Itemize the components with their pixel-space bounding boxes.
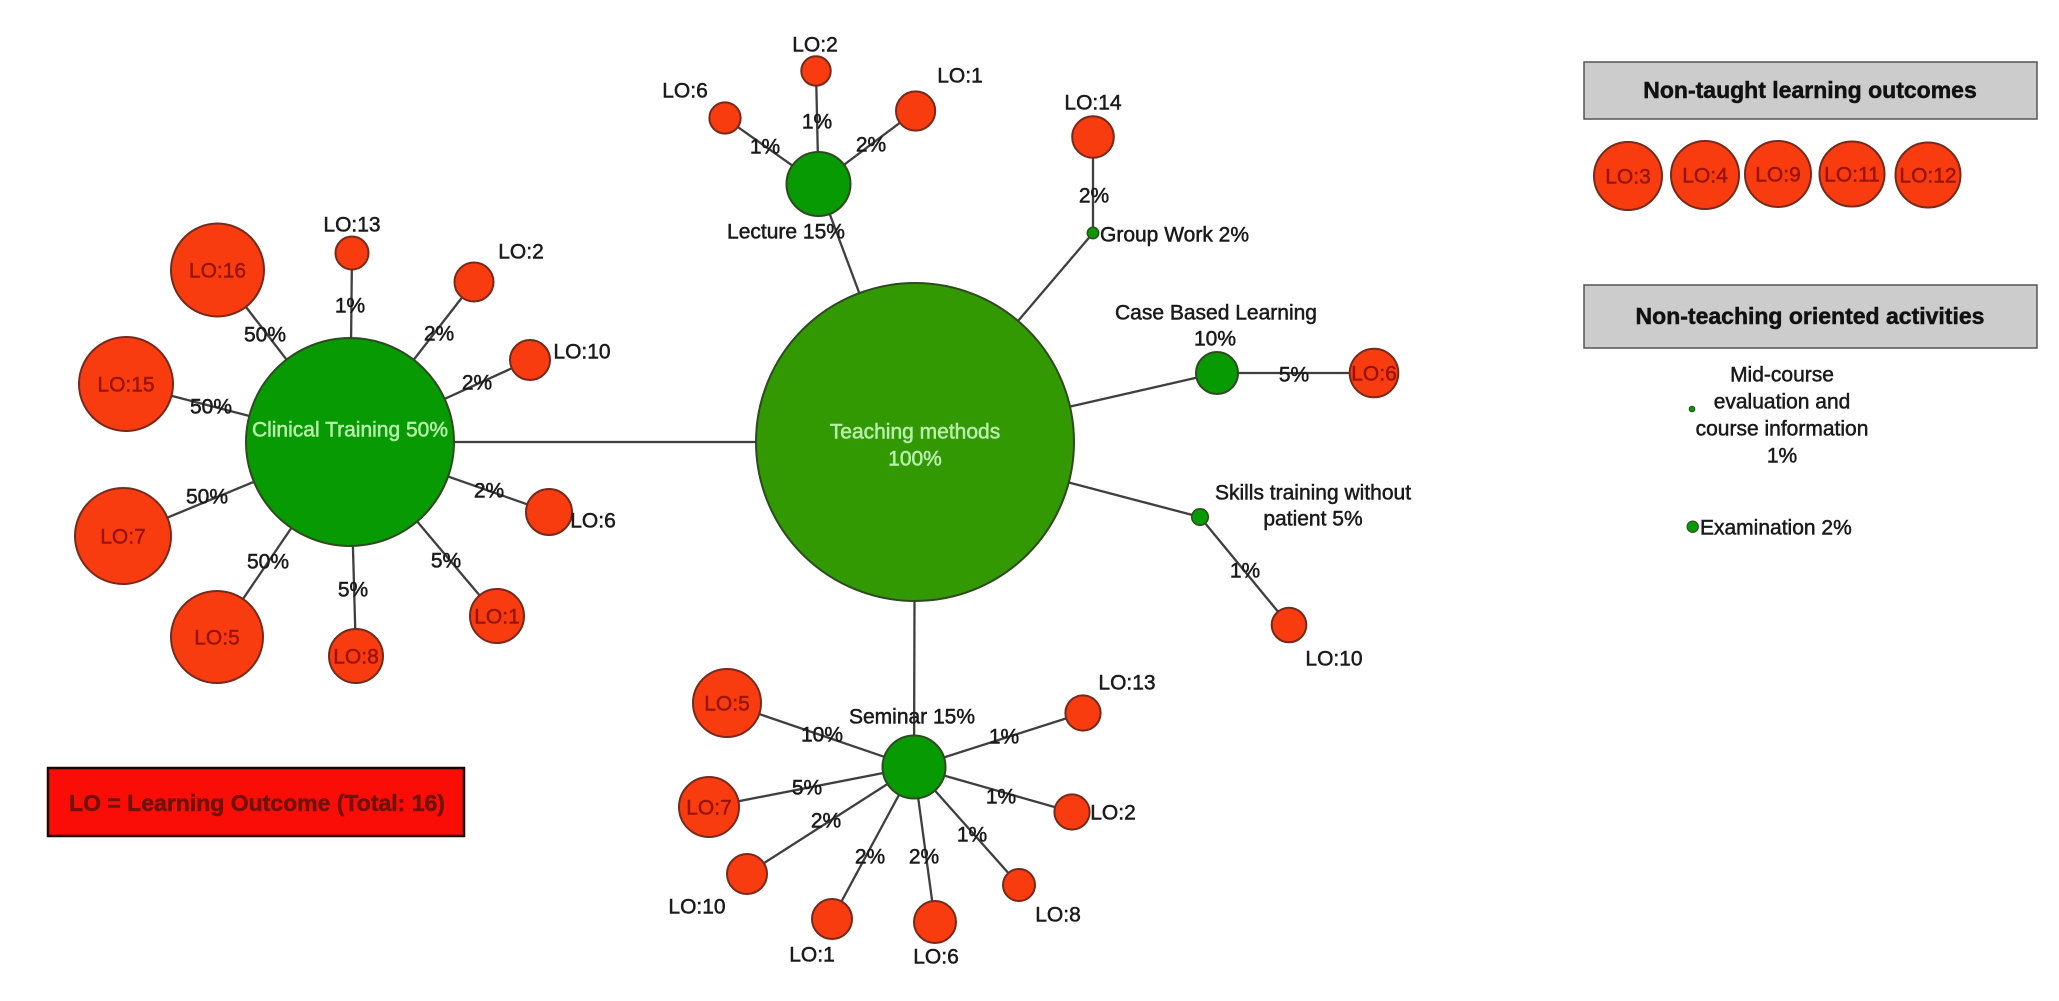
svg-text:LO:6: LO:6: [913, 945, 959, 968]
svg-text:50%: 50%: [186, 485, 228, 508]
svg-text:LO:2: LO:2: [1090, 801, 1136, 824]
svg-text:5%: 5%: [792, 776, 822, 799]
svg-text:Seminar 15%: Seminar 15%: [849, 705, 975, 728]
svg-text:LO:16: LO:16: [189, 259, 246, 282]
svg-text:5%: 5%: [338, 578, 368, 601]
svg-text:LO:1: LO:1: [937, 64, 983, 87]
svg-text:LO:10: LO:10: [1305, 647, 1362, 670]
svg-text:50%: 50%: [247, 550, 289, 573]
svg-text:2%: 2%: [1079, 184, 1109, 207]
svg-text:LO:7: LO:7: [686, 796, 732, 819]
svg-text:Non-teaching oriented activiti: Non-teaching oriented activities: [1636, 303, 1985, 329]
svg-text:2%: 2%: [474, 479, 504, 502]
svg-text:1%: 1%: [335, 294, 365, 317]
svg-text:LO:6: LO:6: [1351, 362, 1397, 385]
svg-text:2%: 2%: [855, 845, 885, 868]
svg-text:1%: 1%: [1767, 444, 1797, 467]
svg-text:2%: 2%: [909, 845, 939, 868]
svg-text:LO:5: LO:5: [704, 692, 750, 715]
svg-text:50%: 50%: [244, 323, 286, 346]
svg-text:LO:2: LO:2: [792, 33, 838, 56]
svg-text:10%: 10%: [1194, 327, 1236, 350]
svg-text:Mid-course: Mid-course: [1730, 363, 1834, 386]
svg-text:Skills training without: Skills training without: [1215, 481, 1411, 504]
svg-text:Clinical Training 50%: Clinical Training 50%: [252, 418, 448, 441]
svg-text:Non-taught learning outcomes: Non-taught learning outcomes: [1643, 77, 1977, 103]
svg-text:2%: 2%: [424, 322, 454, 345]
svg-text:LO = Learning Outcome (Total:: LO = Learning Outcome (Total: 16): [69, 790, 445, 816]
svg-text:Case Based Learning: Case Based Learning: [1115, 301, 1317, 324]
svg-text:LO:2: LO:2: [498, 240, 544, 263]
svg-text:1%: 1%: [750, 135, 780, 158]
svg-text:1%: 1%: [957, 823, 987, 846]
svg-text:LO:15: LO:15: [97, 373, 154, 396]
svg-text:LO:13: LO:13: [1098, 671, 1155, 694]
svg-text:LO:14: LO:14: [1064, 91, 1122, 114]
svg-text:Lecture 15%: Lecture 15%: [727, 220, 845, 243]
svg-text:5%: 5%: [1279, 363, 1309, 386]
svg-text:1%: 1%: [802, 110, 832, 133]
svg-text:LO:4: LO:4: [1682, 164, 1728, 187]
svg-text:patient 5%: patient 5%: [1263, 507, 1362, 530]
svg-text:LO:7: LO:7: [100, 525, 146, 548]
svg-text:LO:6: LO:6: [662, 79, 708, 102]
svg-text:1%: 1%: [986, 785, 1016, 808]
svg-text:Teaching methods: Teaching methods: [830, 420, 1000, 443]
svg-text:LO:12: LO:12: [1899, 164, 1956, 187]
svg-text:5%: 5%: [431, 549, 461, 572]
svg-text:100%: 100%: [888, 447, 942, 470]
svg-text:Examination 2%: Examination 2%: [1700, 516, 1852, 539]
svg-text:course information: course information: [1696, 417, 1869, 440]
svg-text:50%: 50%: [190, 395, 232, 418]
svg-text:LO:10: LO:10: [553, 340, 610, 363]
svg-text:LO:10: LO:10: [668, 895, 725, 918]
svg-text:LO:5: LO:5: [194, 626, 240, 649]
svg-text:LO:11: LO:11: [1824, 163, 1880, 186]
svg-text:LO:8: LO:8: [333, 645, 379, 668]
svg-text:LO:8: LO:8: [1035, 903, 1081, 926]
svg-text:2%: 2%: [462, 371, 492, 394]
svg-text:LO:1: LO:1: [474, 605, 520, 628]
svg-text:2%: 2%: [856, 133, 886, 156]
svg-text:1%: 1%: [1230, 559, 1260, 582]
svg-text:LO:6: LO:6: [570, 509, 616, 532]
svg-text:1%: 1%: [989, 725, 1019, 748]
svg-text:LO:9: LO:9: [1755, 163, 1801, 186]
svg-text:2%: 2%: [811, 809, 841, 832]
svg-text:Group Work 2%: Group Work 2%: [1100, 223, 1249, 246]
svg-text:evaluation and: evaluation and: [1714, 390, 1851, 413]
svg-text:LO:3: LO:3: [1605, 165, 1651, 188]
svg-text:LO:13: LO:13: [323, 213, 380, 236]
svg-text:10%: 10%: [801, 723, 843, 746]
svg-text:LO:1: LO:1: [789, 943, 835, 966]
